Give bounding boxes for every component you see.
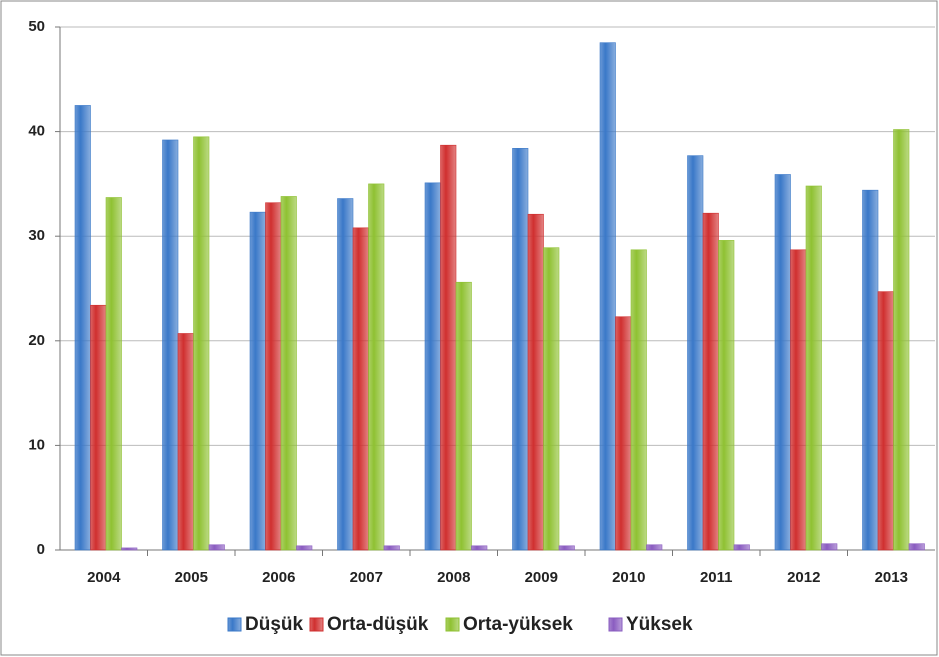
x-tick-label: 2005 <box>175 569 208 586</box>
bar <box>702 212 719 551</box>
bar <box>265 202 282 551</box>
bar <box>162 139 179 551</box>
bar <box>862 189 879 551</box>
legend: Düşük Orta-düşük Orta-yüksek Yüksek <box>227 614 693 635</box>
bar <box>718 240 735 551</box>
bar <box>558 545 575 551</box>
bar <box>599 42 616 551</box>
x-tick-label: 2006 <box>262 569 295 586</box>
bar <box>249 211 266 551</box>
bar <box>877 291 894 551</box>
bar <box>74 105 91 551</box>
legend-label: Düşük <box>245 614 304 635</box>
y-tick-label: 20 <box>28 332 45 349</box>
bar <box>821 543 838 551</box>
x-tick-label: 2011 <box>700 569 733 586</box>
bar <box>352 227 369 551</box>
bar <box>105 197 122 551</box>
x-tick-label: 2004 <box>87 569 121 586</box>
bar <box>615 316 632 551</box>
bar <box>790 249 807 551</box>
bar <box>687 155 704 551</box>
legend-swatch <box>227 617 242 632</box>
bar <box>512 148 529 551</box>
bar <box>805 185 822 551</box>
x-tick-label: 2012 <box>787 569 820 586</box>
x-tick-label: 2009 <box>525 569 558 586</box>
legend-swatch <box>608 617 623 632</box>
x-tick-label: 2010 <box>612 569 645 586</box>
y-tick-label: 0 <box>37 541 45 558</box>
bar <box>646 544 663 551</box>
bar <box>424 182 441 551</box>
bar <box>337 198 354 551</box>
bar <box>383 545 400 551</box>
bar <box>368 183 385 551</box>
y-tick-label: 40 <box>28 123 45 140</box>
legend-swatch <box>445 617 460 632</box>
bar <box>208 544 225 551</box>
bar <box>774 174 791 551</box>
y-tick-label: 30 <box>28 227 45 244</box>
legend-swatch <box>309 617 324 632</box>
y-tick-label: 10 <box>28 436 45 453</box>
bar <box>527 213 544 551</box>
legend-label: Orta-düşük <box>327 614 429 635</box>
bar <box>280 196 297 551</box>
bar <box>193 136 210 551</box>
bar <box>121 547 138 551</box>
x-tick-label: 2013 <box>875 569 908 586</box>
y-tick-label: 50 <box>28 18 45 35</box>
bar <box>471 545 488 551</box>
bar <box>296 545 313 551</box>
legend-label: Orta-yüksek <box>463 614 573 635</box>
bar <box>177 333 194 551</box>
bar <box>90 304 107 551</box>
bar <box>630 249 647 551</box>
bar <box>455 281 472 551</box>
bar <box>893 129 910 551</box>
bar <box>733 544 750 551</box>
bar <box>908 543 925 551</box>
bar <box>440 144 457 551</box>
x-tick-label: 2007 <box>350 569 383 586</box>
x-tick-label: 2008 <box>437 569 470 586</box>
bar <box>543 247 560 551</box>
legend-label: Yüksek <box>626 614 693 635</box>
